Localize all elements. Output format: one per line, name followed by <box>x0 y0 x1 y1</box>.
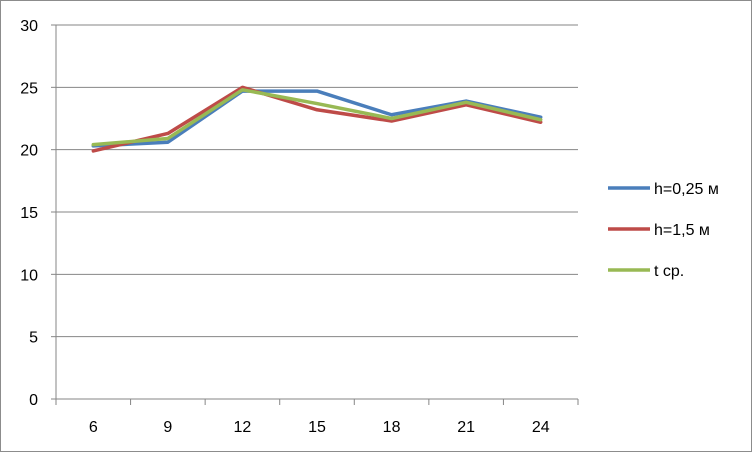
x-tick-label: 9 <box>163 419 172 436</box>
x-tick-label: 15 <box>308 419 326 436</box>
x-tick-label: 18 <box>383 419 401 436</box>
series-line-3 <box>91 88 543 147</box>
legend-label: t ср. <box>654 263 684 280</box>
y-tick-label: 30 <box>20 18 38 35</box>
series-line-2 <box>91 85 543 153</box>
legend-label: h=1,5 м <box>654 222 710 239</box>
x-tick-labels: 6 9 12 15 18 21 24 <box>89 419 550 436</box>
gridlines <box>56 24 578 338</box>
axes <box>51 24 579 405</box>
x-tick-label: 6 <box>89 419 98 436</box>
x-tick-label: 21 <box>457 419 475 436</box>
y-tick-label: 15 <box>20 205 38 222</box>
y-tick-label: 5 <box>29 330 38 347</box>
y-tick-label: 25 <box>20 80 38 97</box>
y-tick-label: 0 <box>29 392 38 409</box>
x-tick-label: 24 <box>532 419 550 436</box>
x-tick-label: 12 <box>234 419 252 436</box>
y-tick-labels: 0 5 10 15 20 25 30 <box>20 18 38 409</box>
legend-label: h=0,25 м <box>654 181 719 198</box>
y-tick-label: 20 <box>20 143 38 160</box>
series-lines <box>91 85 543 153</box>
y-tick-label: 10 <box>20 267 38 284</box>
legend: h=0,25 м h=1,5 м t ср. <box>608 181 719 280</box>
